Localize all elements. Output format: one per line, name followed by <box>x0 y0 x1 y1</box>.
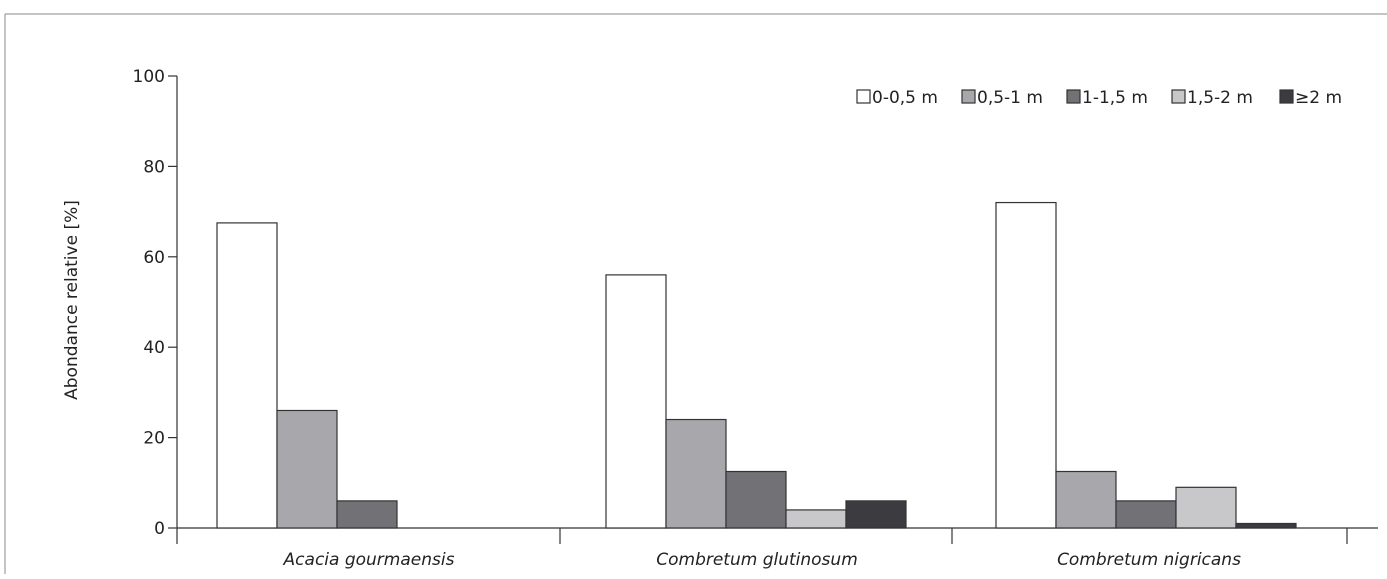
legend-label-3: 1-1,5 m <box>1082 88 1148 108</box>
bars <box>216 201 1297 529</box>
legend-swatch-4 <box>1171 89 1186 104</box>
category-labels: Acacia gourmaensis Combretum glutinosum Co… <box>283 550 1242 570</box>
category-label-2: Combretum glutinosum <box>656 550 858 570</box>
category-label-1: Acacia gourmaensis <box>283 550 455 570</box>
legend-label-1: 0-0,5 m <box>872 88 938 108</box>
bar-2-5 <box>845 500 907 529</box>
legend-label-4: 1,5-2 m <box>1187 88 1253 108</box>
y-tick-label-80: 80 <box>143 157 165 177</box>
bar-2-2 <box>665 418 727 529</box>
y-tick-label-100: 100 <box>133 67 165 87</box>
bar-3-5 <box>1235 522 1297 529</box>
legend-swatch-3 <box>1066 89 1081 104</box>
bar-3-4 <box>1175 486 1237 529</box>
y-tick-label-0: 0 <box>154 519 165 539</box>
legend: 0-0,5 m 0,5-1 m 1-1,5 m 1,5-2 m ≥2 m <box>856 88 1342 108</box>
y-axis-title: Abondance relative [%] <box>62 200 82 400</box>
y-tick-label-20: 20 <box>143 429 165 449</box>
bar-1-2 <box>276 409 338 529</box>
bar-1-1 <box>216 222 278 529</box>
legend-swatch-1 <box>856 89 871 104</box>
bar-1-3 <box>336 500 398 529</box>
bar-3-2 <box>1055 470 1117 529</box>
legend-swatch-2 <box>961 89 976 104</box>
legend-label-2: 0,5-1 m <box>977 88 1043 108</box>
y-tick-label-40: 40 <box>143 338 165 358</box>
y-tick-label-60: 60 <box>143 248 165 268</box>
bar-3-3 <box>1115 500 1177 529</box>
legend-label-5: ≥2 m <box>1295 88 1342 108</box>
bar-2-1 <box>605 274 667 529</box>
legend-swatch-5 <box>1279 89 1294 104</box>
bar-3-1 <box>995 201 1057 529</box>
category-label-3: Combretum nigricans <box>1057 550 1241 570</box>
bar-2-3 <box>725 470 787 529</box>
bar-2-4 <box>785 509 847 529</box>
